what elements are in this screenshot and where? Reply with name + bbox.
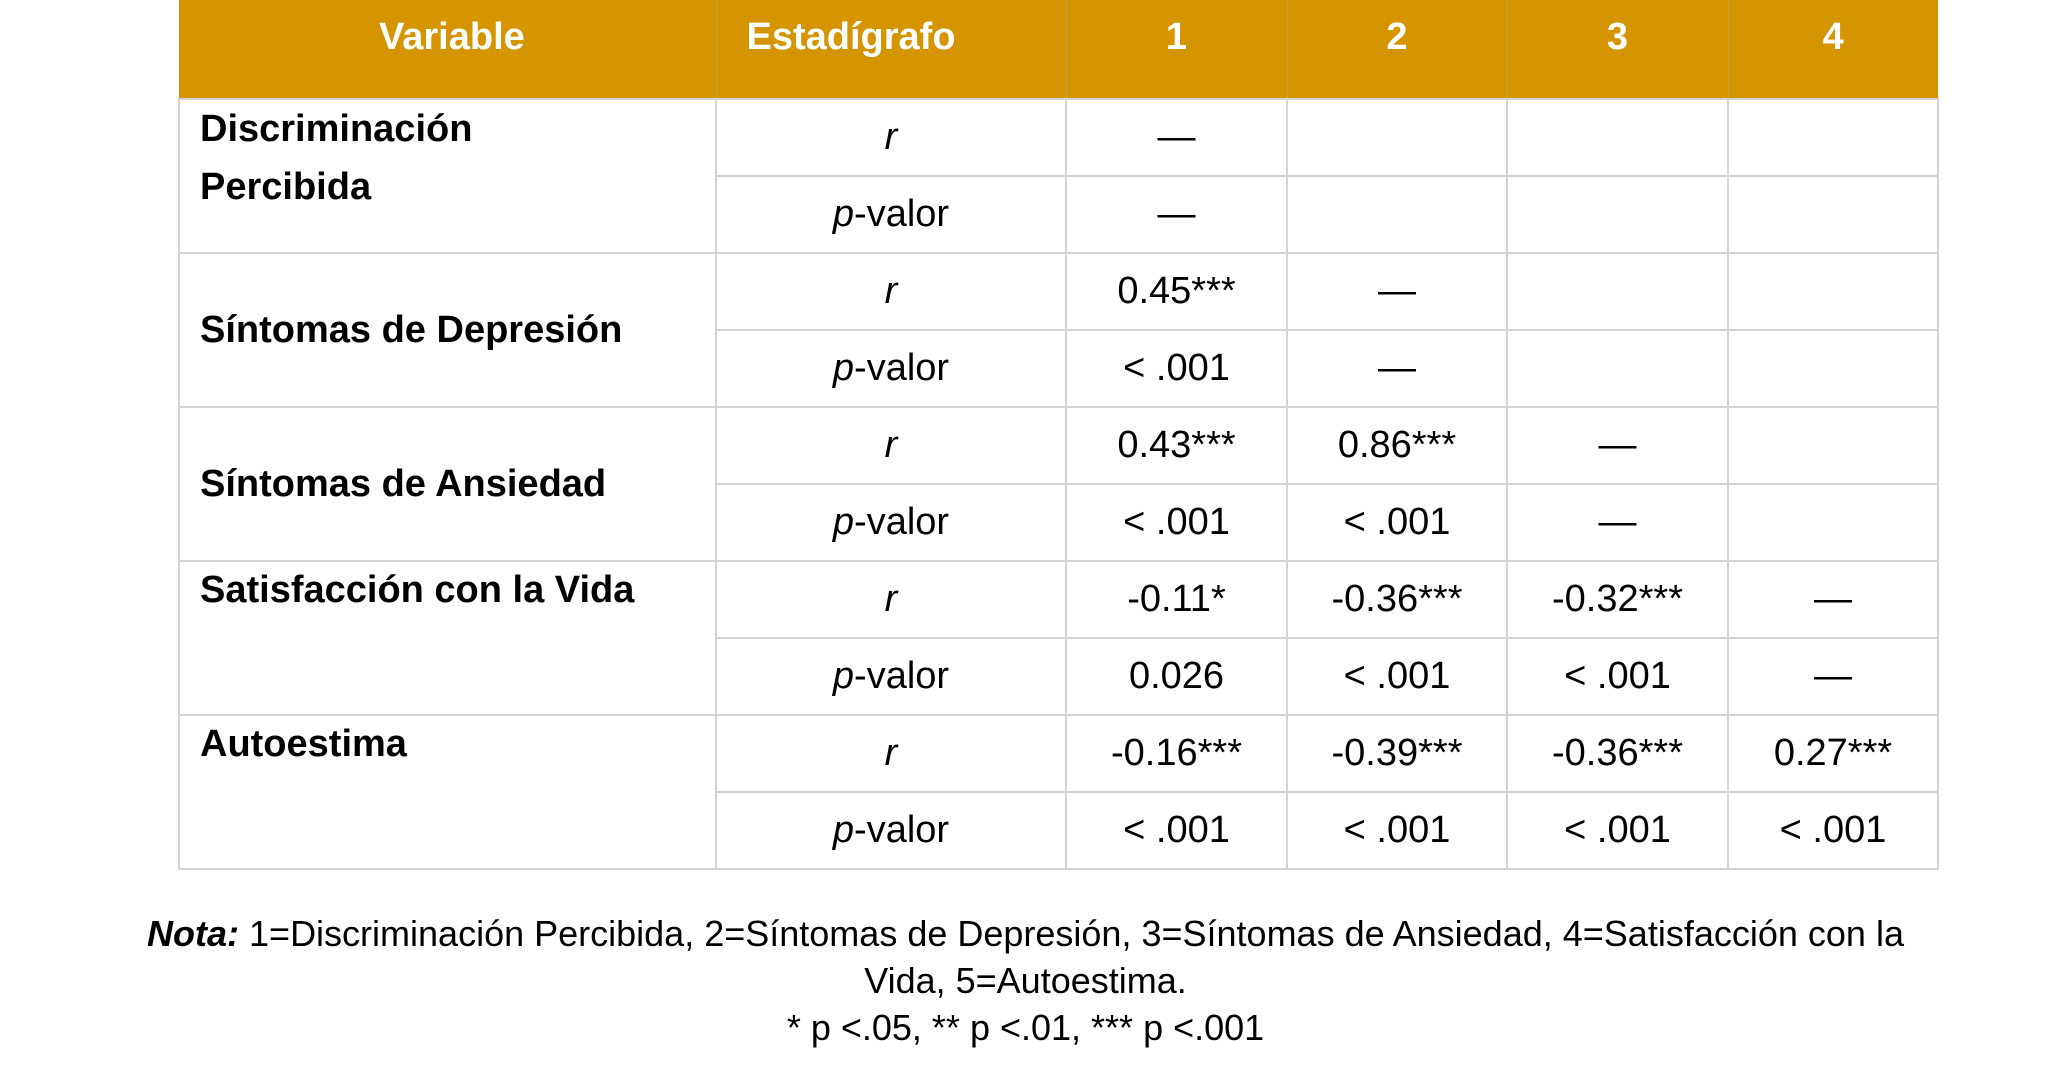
- table-cell: [1506, 98, 1729, 177]
- table-cell: [1727, 98, 1939, 177]
- table-cell: -0.16***: [1065, 714, 1288, 793]
- table-row: Autoestima r -0.16*** -0.39*** -0.36*** …: [178, 714, 1939, 870]
- note-text-1: 1=Discriminación Percibida, 2=Síntomas d…: [239, 913, 1904, 954]
- stat-r-label: r: [715, 252, 1067, 331]
- table-row: Síntomas de Depresión r 0.45*** —: [178, 252, 1939, 408]
- variable-cell: Síntomas de Depresión: [178, 252, 717, 408]
- table-row: p-valor < .001 —: [179, 329, 1939, 408]
- table-cell: -0.36***: [1506, 714, 1729, 793]
- table-cell: —: [1065, 98, 1288, 177]
- note-significance-legend: * p <.05, ** p <.01, *** p <.001: [786, 1007, 1265, 1048]
- table-cell: < .001: [1065, 791, 1288, 870]
- stat-r-label: r: [715, 98, 1067, 177]
- table-cell: [1286, 98, 1508, 177]
- table-cell: —: [1727, 637, 1939, 716]
- table-cell: 0.43***: [1065, 406, 1288, 485]
- table-cell: [1727, 252, 1939, 331]
- table-cell: -0.39***: [1286, 714, 1508, 793]
- variable-cell: Discriminación Percibida: [178, 98, 717, 254]
- variable-label-line2: Percibida: [200, 166, 372, 208]
- table-cell: —: [1286, 252, 1508, 331]
- variable-cell: Autoestima: [178, 714, 717, 870]
- table-cell: -0.11*: [1065, 560, 1288, 639]
- table-row: Síntomas de Ansiedad r 0.43*** 0.86*** —: [178, 406, 1939, 562]
- stat-r-label: r: [715, 560, 1067, 639]
- table-cell: [1727, 406, 1939, 485]
- variable-label-line1: Discriminación: [200, 108, 473, 150]
- table-cell: 0.86***: [1286, 406, 1508, 485]
- table-row: p-valor —: [179, 175, 1939, 254]
- table-cell: < .001: [1286, 637, 1508, 716]
- header-col-1: 1: [1066, 0, 1288, 99]
- table-cell: [1286, 175, 1508, 254]
- table-cell: —: [1065, 175, 1288, 254]
- table-cell: < .001: [1065, 329, 1288, 408]
- table-cell: 0.026: [1065, 637, 1288, 716]
- stat-p-label: p-valor: [715, 791, 1067, 870]
- table-cell: [1727, 483, 1939, 562]
- table-cell: 0.45***: [1065, 252, 1288, 331]
- table-cell: —: [1506, 483, 1729, 562]
- table-cell: [1727, 175, 1939, 254]
- header-col-4: 4: [1728, 0, 1938, 99]
- variable-cell: Síntomas de Ansiedad: [178, 406, 717, 562]
- stat-p-label: p-valor: [715, 637, 1067, 716]
- table-cell: < .001: [1286, 791, 1508, 870]
- table-cell: [1506, 252, 1729, 331]
- table-cell: < .001: [1727, 791, 1939, 870]
- table-cell: [1506, 175, 1729, 254]
- stat-p-label: p-valor: [715, 329, 1067, 408]
- correlation-table-container: Variable Estadígrafo 1 2 3 4 Discriminac…: [178, 0, 1939, 870]
- table-cell: 0.27***: [1727, 714, 1939, 793]
- variable-cell: Satisfacción con la Vida: [178, 560, 717, 716]
- table-cell: < .001: [1506, 637, 1729, 716]
- note-line-1: Nota: 1=Discriminación Percibida, 2=Sínt…: [0, 910, 2051, 957]
- table-row: p-valor < .001 < .001 —: [179, 483, 1939, 562]
- stat-r-label: r: [715, 714, 1067, 793]
- table-cell: —: [1286, 329, 1508, 408]
- correlation-table: Variable Estadígrafo 1 2 3 4 Discriminac…: [178, 0, 1939, 870]
- header-col-3: 3: [1507, 0, 1729, 99]
- table-row: p-valor < .001 < .001 < .001 < .001: [179, 791, 1939, 870]
- table-row: p-valor 0.026 < .001 < .001 —: [179, 637, 1939, 716]
- header-variable: Variable: [179, 0, 717, 99]
- table-cell: [1506, 329, 1729, 408]
- table-cell: —: [1727, 560, 1939, 639]
- stat-p-label: p-valor: [715, 175, 1067, 254]
- header-col-2: 2: [1287, 0, 1508, 99]
- note-line-2: Vida, 5=Autoestima.: [864, 960, 1187, 1001]
- stat-p-label: p-valor: [715, 483, 1067, 562]
- table-cell: < .001: [1286, 483, 1508, 562]
- table-cell: [1727, 329, 1939, 408]
- table-cell: -0.32***: [1506, 560, 1729, 639]
- stat-r-label: r: [715, 406, 1067, 485]
- table-row: Discriminación Percibida r —: [178, 98, 1939, 254]
- header-statistic: Estadígrafo: [716, 0, 1067, 99]
- table-cell: < .001: [1065, 483, 1288, 562]
- note-label: Nota:: [147, 913, 240, 954]
- table-row: Satisfacción con la Vida r -0.11* -0.36*…: [178, 560, 1939, 716]
- table-cell: < .001: [1506, 791, 1729, 870]
- table-note: Nota: 1=Discriminación Percibida, 2=Sínt…: [0, 910, 2051, 1051]
- table-cell: -0.36***: [1286, 560, 1508, 639]
- table-cell: —: [1506, 406, 1729, 485]
- table-header-row: Variable Estadígrafo 1 2 3 4: [179, 0, 1938, 99]
